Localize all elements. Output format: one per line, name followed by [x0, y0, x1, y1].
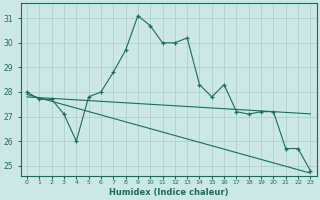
X-axis label: Humidex (Indice chaleur): Humidex (Indice chaleur) [109, 188, 228, 197]
